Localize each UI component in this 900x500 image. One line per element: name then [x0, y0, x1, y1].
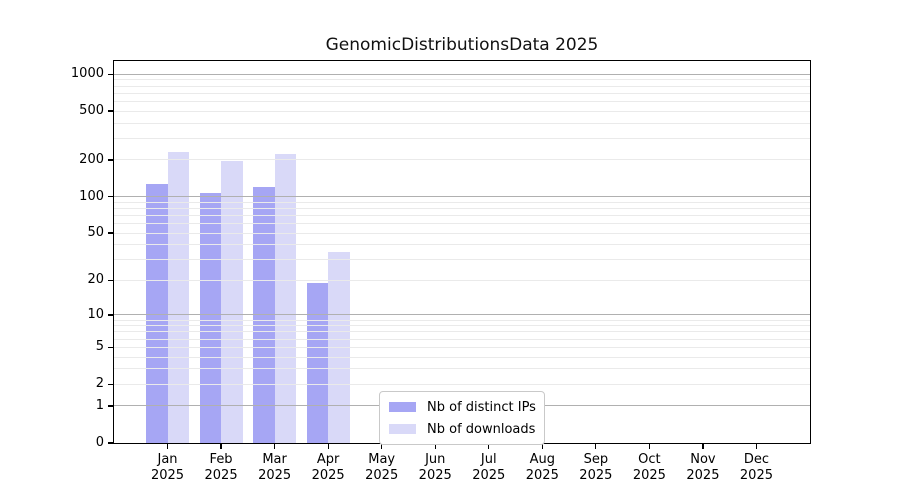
- x-tick-month: Sep: [583, 452, 609, 467]
- x-tick-month: Apr: [316, 452, 340, 467]
- x-tick-mark: [273, 444, 276, 449]
- x-tick-label-may: May 2025: [351, 452, 413, 484]
- x-tick-label-dec: Dec 2025: [725, 452, 787, 484]
- y-tick-label: 20: [87, 272, 104, 288]
- x-tick-month: Feb: [209, 452, 233, 467]
- y-tick-label: 1: [95, 397, 104, 413]
- x-tick-year: 2025: [311, 468, 345, 483]
- x-tick-year: 2025: [579, 468, 613, 483]
- y-tick-label: 50: [87, 225, 104, 241]
- x-tick-month: Oct: [638, 452, 661, 467]
- y-tick-label: 200: [79, 151, 104, 167]
- x-tick-label-oct: Oct 2025: [618, 452, 680, 484]
- chart-title: GenomicDistributionsData 2025: [325, 35, 599, 55]
- x-tick-month: Jul: [480, 452, 497, 467]
- x-tick-mark: [702, 444, 704, 449]
- bar-downloads-mar: [274, 153, 297, 443]
- x-tick-year: 2025: [632, 468, 666, 483]
- legend-item-downloads: Nb of downloads: [389, 420, 535, 438]
- x-tick-year: 2025: [418, 468, 452, 483]
- x-tick-month: Jan: [157, 452, 178, 467]
- y-tick-label: 1000: [70, 66, 104, 82]
- x-tick-label-apr: Apr 2025: [297, 452, 359, 484]
- y-tick-label: 2: [95, 376, 104, 392]
- bar-downloads-apr: [328, 251, 350, 443]
- bar-distinct-ips-feb: [199, 192, 222, 443]
- bars-layer: [114, 61, 810, 443]
- bar-distinct-ips-jan: [146, 183, 168, 443]
- x-tick-label-nov: Nov 2025: [672, 452, 734, 484]
- y-tick-label: 100: [79, 188, 104, 204]
- x-tick-label-feb: Feb 2025: [190, 452, 252, 484]
- x-tick-label-aug: Aug 2025: [511, 452, 573, 484]
- x-tick-year: 2025: [739, 468, 773, 483]
- x-tick-year: 2025: [686, 468, 720, 483]
- x-tick-month: Dec: [743, 452, 770, 467]
- x-tick-month: Mar: [262, 452, 287, 467]
- x-tick-year: 2025: [525, 468, 559, 483]
- x-tick-mark: [648, 444, 651, 449]
- legend: Nb of distinct IPs Nb of downloads: [379, 391, 545, 445]
- x-tick-month: Jun: [425, 452, 446, 467]
- x-tick-mark: [595, 444, 597, 449]
- y-tick-label: 500: [79, 103, 104, 119]
- x-tick-year: 2025: [150, 468, 185, 483]
- bar-distinct-ips-apr: [306, 283, 329, 443]
- legend-swatch-downloads: [389, 424, 416, 434]
- bar-downloads-feb: [221, 161, 243, 443]
- x-tick-month: Aug: [529, 452, 555, 467]
- x-tick-year: 2025: [258, 468, 292, 483]
- x-tick-mark: [755, 444, 758, 449]
- y-tick-label: 5: [95, 339, 104, 355]
- x-tick-mark: [166, 444, 169, 449]
- bar-distinct-ips-mar: [253, 186, 275, 443]
- legend-item-distinct-ips: Nb of distinct IPs: [389, 398, 536, 416]
- x-tick-label-mar: Mar 2025: [244, 452, 306, 484]
- x-tick-month: May: [368, 452, 396, 467]
- x-tick-label-jun: Jun 2025: [404, 452, 466, 484]
- x-tick-label-jul: Jul 2025: [458, 452, 520, 484]
- x-tick-year: 2025: [204, 468, 238, 483]
- bar-downloads-jan: [167, 152, 190, 443]
- y-tick-label: 0: [95, 435, 104, 450]
- x-tick-month: Nov: [690, 452, 716, 467]
- legend-swatch-distinct-ips: [389, 402, 416, 412]
- x-tick-label-jan: Jan 2025: [137, 452, 199, 484]
- x-tick-year: 2025: [472, 468, 506, 483]
- plot-area: Nb of distinct IPs Nb of downloads: [113, 60, 811, 445]
- legend-label-distinct-ips: Nb of distinct IPs: [427, 399, 536, 415]
- legend-label-downloads: Nb of downloads: [427, 421, 536, 437]
- x-tick-year: 2025: [365, 468, 399, 483]
- y-tick-label: 10: [87, 306, 104, 322]
- x-tick-mark: [327, 444, 329, 449]
- x-tick-label-sep: Sep 2025: [565, 452, 627, 484]
- x-tick-mark: [220, 444, 222, 449]
